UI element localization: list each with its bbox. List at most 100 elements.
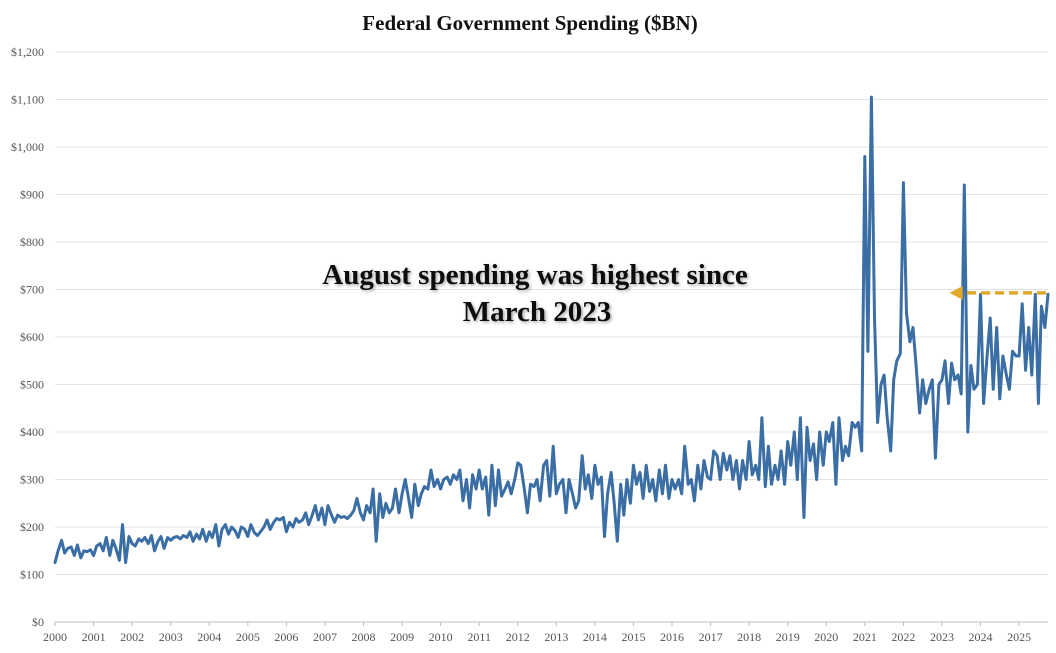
data-point xyxy=(906,313,907,314)
data-point xyxy=(1041,306,1042,307)
data-point xyxy=(106,537,107,538)
data-point xyxy=(411,517,412,518)
x-tick-label: 2022 xyxy=(891,630,915,644)
data-point xyxy=(376,541,377,542)
series-layer xyxy=(54,97,1048,564)
data-point xyxy=(832,422,833,423)
data-point xyxy=(893,379,894,380)
data-point xyxy=(453,474,454,475)
data-point xyxy=(517,462,518,463)
data-point xyxy=(86,551,87,552)
data-point xyxy=(244,529,245,530)
x-tick-label: 2021 xyxy=(853,630,877,644)
data-point xyxy=(803,517,804,518)
data-point xyxy=(488,515,489,516)
data-point xyxy=(813,443,814,444)
data-point xyxy=(93,555,94,556)
data-point xyxy=(491,465,492,466)
data-point xyxy=(273,522,274,523)
data-point xyxy=(276,518,277,519)
data-point xyxy=(736,460,737,461)
data-point xyxy=(980,294,981,295)
data-point xyxy=(582,455,583,456)
x-tick-label: 2020 xyxy=(814,630,838,644)
data-point xyxy=(852,422,853,423)
data-point xyxy=(1047,294,1048,295)
data-point xyxy=(1015,355,1016,356)
data-point xyxy=(472,474,473,475)
data-point xyxy=(778,479,779,480)
data-point xyxy=(485,477,486,478)
data-point xyxy=(575,507,576,508)
data-point xyxy=(218,545,219,546)
data-point xyxy=(697,465,698,466)
data-point xyxy=(742,460,743,461)
data-point xyxy=(414,484,415,485)
data-point xyxy=(456,479,457,480)
data-point xyxy=(639,472,640,473)
x-tick-label: 2025 xyxy=(1007,630,1031,644)
data-point xyxy=(295,518,296,519)
data-point xyxy=(546,460,547,461)
data-point xyxy=(424,486,425,487)
data-point xyxy=(260,531,261,532)
data-point xyxy=(199,538,200,539)
data-point xyxy=(238,537,239,538)
data-point xyxy=(900,353,901,354)
data-point xyxy=(154,550,155,551)
data-point xyxy=(601,477,602,478)
x-tick-label: 2018 xyxy=(737,630,761,644)
data-point xyxy=(292,526,293,527)
data-point xyxy=(662,493,663,494)
annotation-arrow-head xyxy=(950,286,963,300)
data-point xyxy=(1012,351,1013,352)
data-point xyxy=(578,500,579,501)
data-point xyxy=(54,562,55,563)
data-point xyxy=(206,541,207,542)
data-point xyxy=(771,484,772,485)
y-tick-label: $1,100 xyxy=(11,93,44,107)
y-tick-label: $600 xyxy=(20,330,44,344)
data-point xyxy=(880,384,881,385)
data-point xyxy=(909,341,910,342)
data-point xyxy=(816,479,817,480)
data-point xyxy=(1009,389,1010,390)
data-point xyxy=(112,540,113,541)
data-point xyxy=(189,531,190,532)
data-point xyxy=(459,469,460,470)
data-point xyxy=(1031,374,1032,375)
data-point xyxy=(212,537,213,538)
y-tick-label: $100 xyxy=(20,568,44,582)
data-point xyxy=(421,493,422,494)
data-point xyxy=(784,484,785,485)
data-point xyxy=(167,537,168,538)
data-point xyxy=(427,488,428,489)
data-point xyxy=(867,351,868,352)
x-axis-ticks: 2000 2001 2002 2003 2004 2005 2006 2007 2008 2009… xyxy=(43,622,1031,644)
data-point xyxy=(135,545,136,546)
data-point xyxy=(476,488,477,489)
data-point xyxy=(717,455,718,456)
data-point xyxy=(267,519,268,520)
data-point xyxy=(549,496,550,497)
data-point xyxy=(848,455,849,456)
data-point xyxy=(202,529,203,530)
x-tick-label: 2008 xyxy=(352,630,376,644)
y-tick-label: $700 xyxy=(20,283,44,297)
data-point xyxy=(495,505,496,506)
data-point xyxy=(649,491,650,492)
x-tick-label: 2019 xyxy=(776,630,800,644)
data-point xyxy=(874,317,875,318)
y-tick-label: $300 xyxy=(20,473,44,487)
data-point xyxy=(723,453,724,454)
data-point xyxy=(321,507,322,508)
data-point xyxy=(948,403,949,404)
data-point xyxy=(941,379,942,380)
data-point xyxy=(562,479,563,480)
data-point xyxy=(71,546,72,547)
data-point xyxy=(944,360,945,361)
data-point xyxy=(710,479,711,480)
data-point xyxy=(482,488,483,489)
x-tick-label: 2012 xyxy=(506,630,530,644)
data-point xyxy=(270,529,271,530)
